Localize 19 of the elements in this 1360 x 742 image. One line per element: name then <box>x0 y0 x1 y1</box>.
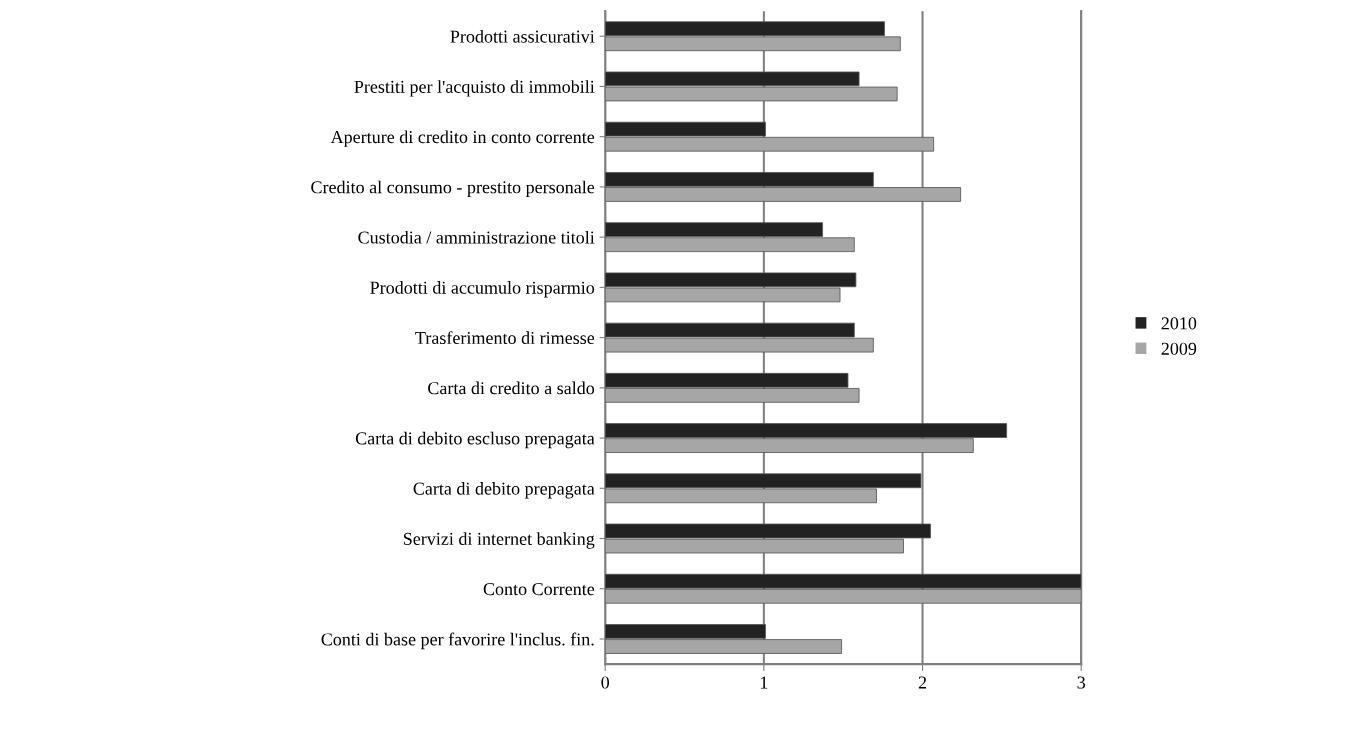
x-tick-label: 1 <box>760 676 768 689</box>
y-tick-label: Conto Corrente <box>483 583 595 596</box>
y-tick-label: Credito al consumo - prestito personale <box>311 180 595 198</box>
y-tick-label: Trasferimento di rimesse <box>415 331 595 345</box>
y-tick-label: Prodotti assicurativi <box>450 29 595 43</box>
y-tick-label: Aperture di credito in conto corrente <box>330 130 595 147</box>
y-tick-label: Prodotti di accumulo risparmio <box>370 281 595 298</box>
y-tick-label: Servizi di internet banking <box>403 532 595 549</box>
y-tick-label: Carta di debito escluso prepagata <box>355 431 595 449</box>
y-tick-label: Custodia / amministrazione titoli <box>358 230 595 244</box>
legend-label: 2010 <box>1161 317 1197 330</box>
y-tick-label: Carta di debito prepagata <box>413 482 595 499</box>
x-tick-label: 0 <box>601 676 610 689</box>
legend-label: 2009 <box>1161 342 1197 355</box>
x-tick-label: 3 <box>1077 676 1086 689</box>
y-tick-label: Carta di credito a saldo <box>428 381 595 395</box>
y-tick-label: Conti di base per favorire l'inclus. fin. <box>321 632 594 650</box>
y-tick-label: Prestiti per l'acquisto di immobili <box>354 80 595 97</box>
x-tick-label: 2 <box>918 676 927 689</box>
